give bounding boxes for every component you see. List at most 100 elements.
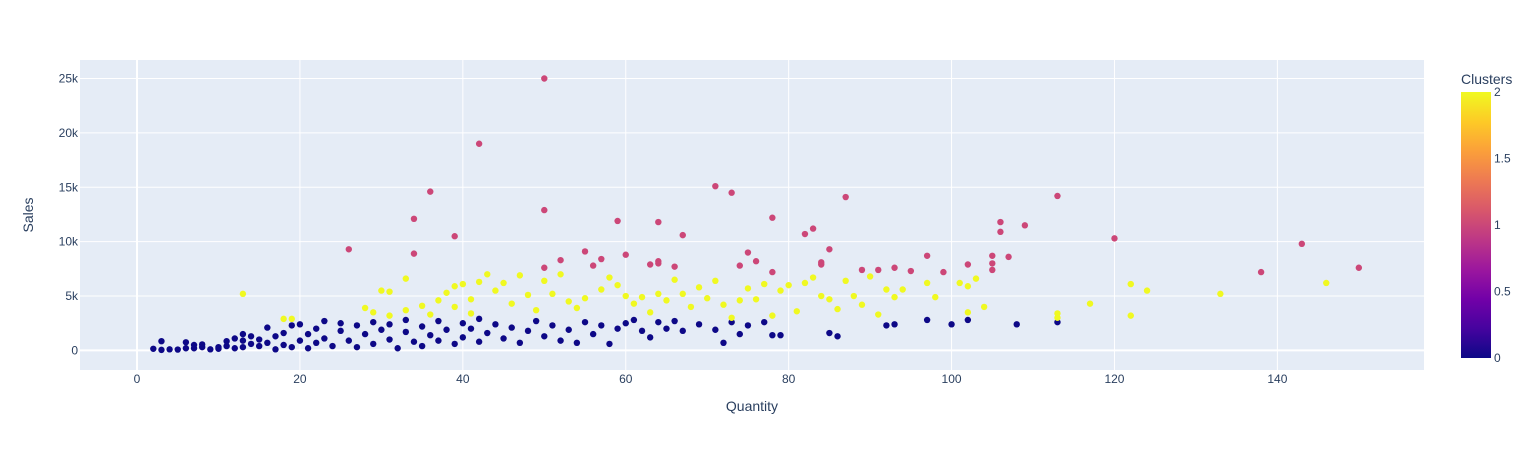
data-point [541,206,548,214]
data-point [695,321,703,328]
data-point [655,218,662,226]
data-point [956,279,963,287]
colorbar-tick-label: 1.5 [1494,152,1511,166]
data-point [182,339,190,346]
x-tick-label: 140 [1267,372,1287,386]
data-point [492,321,499,328]
data-point [761,280,768,288]
data-point [581,248,589,255]
data-point [541,75,548,82]
data-point [630,300,638,307]
y-tick-label: 20k [59,126,79,140]
data-point [989,260,996,267]
data-point [720,301,727,308]
data-point [606,274,613,281]
data-point [443,326,450,333]
data-point [744,322,752,329]
data-point [948,321,955,328]
data-point [256,342,263,350]
data-point [264,324,271,331]
data-point [581,318,589,326]
data-point [231,345,238,352]
data-point [508,324,515,331]
data-point [809,274,817,281]
data-point [834,305,841,313]
data-point [964,316,972,324]
data-point [891,293,898,301]
y-axis-ticks: 0 5k 10k 15k 20k 25k [59,71,79,357]
data-point [728,189,735,196]
data-point [223,337,230,345]
x-tick-label: 60 [619,372,633,386]
data-point [581,295,589,302]
x-tick-label: 40 [456,372,470,386]
data-point [475,278,483,286]
data-point [964,283,972,290]
data-point [418,302,426,310]
data-point [215,343,222,351]
data-point [345,337,352,344]
data-point [679,327,686,335]
data-point [744,285,752,292]
data-point [418,323,426,330]
data-point [532,317,540,325]
data-point [280,315,287,323]
data-point [883,322,890,329]
data-point [402,275,410,282]
data-point [280,329,287,337]
data-point [785,281,792,289]
data-point [508,300,515,307]
colorbar-tick-label: 0 [1494,351,1501,365]
data-point [541,333,548,340]
data-point [1054,314,1061,321]
data-point [524,327,532,335]
data-point [712,182,719,190]
data-point [174,346,181,353]
y-tick-label: 5k [65,289,79,303]
data-point [671,276,678,283]
data-point [1298,240,1306,248]
data-point [622,251,629,258]
data-point [818,292,825,300]
y-tick-label: 15k [59,180,79,194]
x-tick-label: 20 [293,372,307,386]
x-tick-label: 100 [942,372,962,386]
data-point [769,331,776,339]
data-point [158,346,165,354]
data-point [247,340,255,348]
data-point [679,231,686,239]
data-point [752,296,760,303]
x-tick-label: 120 [1104,372,1124,386]
data-point [532,306,540,314]
data-point [614,281,621,289]
data-point [589,262,597,269]
data-point [345,246,352,253]
data-point [304,330,312,338]
data-point [459,334,467,341]
data-point [655,260,662,267]
data-point [329,342,336,350]
data-point [1111,235,1118,242]
data-point [598,322,605,329]
data-point [427,331,434,339]
data-point [736,297,743,304]
data-point [744,249,752,256]
data-point [272,333,279,340]
colorbar-tick-label: 2 [1494,85,1501,99]
colorbar-ticks: 0 0.5 1 1.5 2 [1494,85,1511,365]
data-point [296,321,304,328]
data-point [272,346,279,353]
data-point [337,327,344,335]
data-point [451,340,458,348]
data-point [1143,287,1151,294]
data-point [679,290,686,298]
data-point [793,308,800,315]
data-point [378,287,385,294]
data-point [557,337,564,344]
data-point [516,272,524,279]
x-axis-title: Quantity [726,398,778,414]
data-point [150,345,157,352]
data-point [394,345,401,352]
data-point [777,287,784,294]
